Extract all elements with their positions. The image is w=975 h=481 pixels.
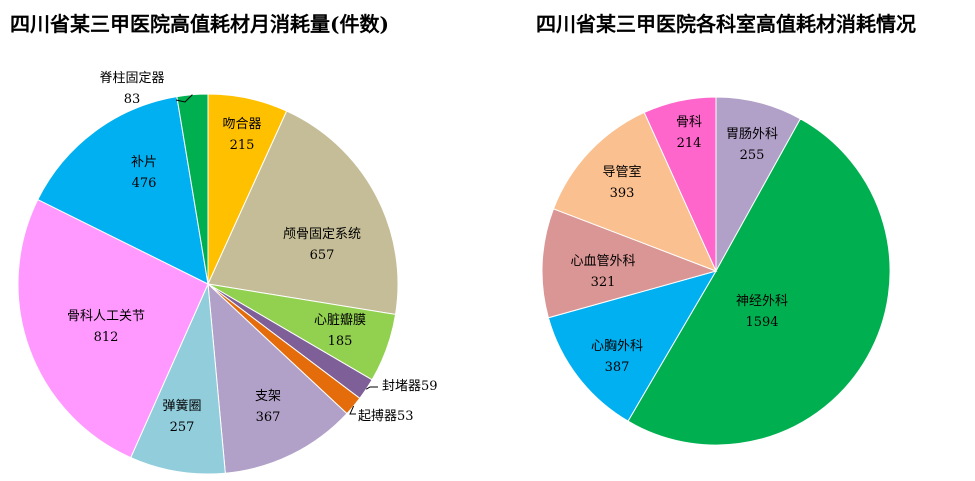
slice-label: 胃肠外科 255 [726,127,778,163]
pie-slice [627,118,891,446]
slice-label-value: 214 [677,136,702,151]
slice-label-value: 321 [591,275,616,290]
slice-label: 神经外科 1594 [736,294,788,330]
pie-slice [715,96,802,273]
slice-label-value: 1594 [745,315,778,330]
slice-label-name: 吻合器 [222,117,261,132]
slice-label-value: 812 [94,330,119,345]
slice-label-value: 257 [170,420,195,435]
pie-chart-0: 吻合器 215 颅骨固定系统 657 心脏瓣膜 185 封堵器59 起搏器53 支架 367 弹簧圈… [17,71,438,475]
slice-label-value: 185 [328,334,353,349]
slice-label: 颅骨固定系统 657 [283,227,361,263]
slice-label-name: 骨科 [676,115,702,130]
leader-line [175,94,193,103]
leader-line [365,386,378,390]
slice-label-value: 255 [740,148,765,163]
slice-label: 支架 367 [255,389,281,425]
slice-label-value: 387 [605,360,630,375]
slice-label-name: 弹簧圈 [162,398,201,414]
slice-label-name: 胃肠外科 [726,127,778,142]
chart-title-left: 四川省某三甲医院高值耗材月消耗量(件数) [10,12,389,36]
slice-label-value: 215 [230,138,255,153]
slice-label-value: 657 [310,248,335,263]
slice-label: 心血管外科 321 [570,254,635,290]
slice-label-name: 骨科人工关节 [67,309,145,324]
pie-slice [207,110,399,316]
slice-label-name: 脊柱固定器 [99,71,164,86]
pie-slice [17,198,209,459]
slice-label: 心胸外科 387 [591,339,643,375]
slice-label: 补片 476 [131,155,157,191]
slice-label-name: 心脏瓣膜 [314,313,366,328]
slice-label: 封堵器59 [382,379,438,394]
slice-label: 心脏瓣膜 185 [314,313,366,349]
pie-slice [643,96,717,272]
slice-label-name: 导管室 [602,164,641,180]
pie-slice [37,96,209,285]
slice-label-value: 476 [132,176,157,191]
slice-label: 脊柱固定器 83 [99,71,164,107]
slice-label-name: 神经外科 [736,294,788,309]
slice-label: 吻合器 215 [222,117,261,153]
slice-label: 导管室 393 [602,164,641,201]
pie-slice [541,208,718,319]
chart-title-right: 四川省某三甲医院各科室高值耗材消耗情况 [536,12,916,36]
pie-slice [547,270,718,422]
slice-label: 骨科人工关节 812 [67,309,145,345]
pie-chart-1: 胃肠外科 255 神经外科 1594 心胸外科 387 心血管外科 321 导管室 393 骨科 21… [541,96,891,446]
pie-slice [552,111,717,272]
slice-label-value: 83 [124,92,141,107]
slice-label: 起搏器53 [358,408,414,424]
leader-line [349,405,356,415]
slice-label-name: 颅骨固定系统 [283,227,361,242]
slice-label: 弹簧圈 257 [162,398,201,435]
pie-slice [130,282,226,475]
pie-slice [207,282,348,474]
slice-label-name: 支架 [255,389,281,404]
slice-label-value: 367 [256,410,281,425]
slice-label-name: 心血管外科 [570,254,635,269]
slice-label-value: 393 [610,186,635,201]
slice-label-name: 心胸外科 [591,339,643,354]
slice-label: 骨科 214 [676,115,702,151]
slice-label-name: 补片 [131,155,157,170]
